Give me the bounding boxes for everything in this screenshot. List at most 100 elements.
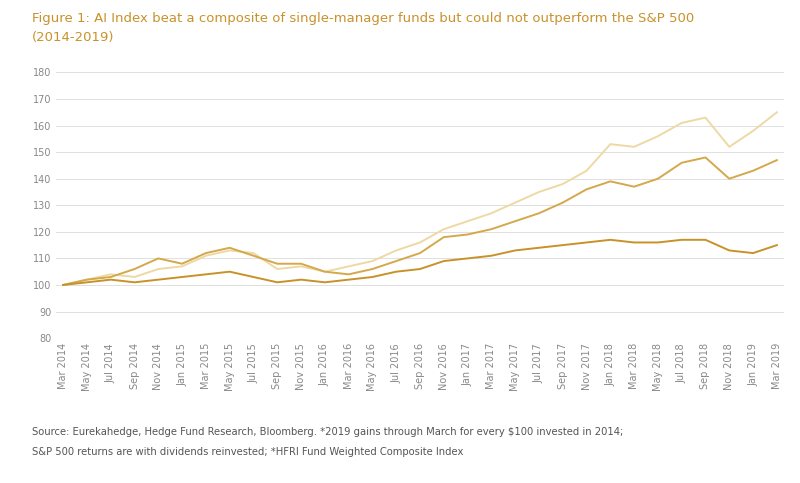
Eurekahedge AI Index [106, 274, 115, 280]
Hedge Fund index* [582, 240, 591, 245]
Hedge Fund index* [82, 279, 92, 285]
Hedge Fund index* [154, 277, 163, 283]
Hedge Fund index* [249, 274, 258, 280]
S & P 500 [130, 274, 139, 280]
Line: S & P 500: S & P 500 [63, 112, 777, 285]
S & P 500 [391, 247, 401, 253]
Eurekahedge AI Index [201, 250, 210, 256]
S & P 500 [58, 282, 68, 288]
Eurekahedge AI Index [748, 168, 758, 173]
S & P 500 [225, 247, 234, 253]
Hedge Fund index* [391, 269, 401, 274]
Hedge Fund index* [701, 237, 710, 242]
Eurekahedge AI Index [249, 253, 258, 259]
S & P 500 [748, 128, 758, 134]
Eurekahedge AI Index [58, 282, 68, 288]
Eurekahedge AI Index [296, 261, 306, 267]
Hedge Fund index* [630, 240, 639, 245]
S & P 500 [201, 253, 210, 259]
Hedge Fund index* [130, 279, 139, 285]
Hedge Fund index* [415, 266, 425, 272]
Eurekahedge AI Index [606, 178, 615, 184]
S & P 500 [677, 120, 686, 126]
Eurekahedge AI Index [130, 266, 139, 272]
S & P 500 [534, 189, 544, 195]
Hedge Fund index* [510, 247, 520, 253]
Eurekahedge AI Index [344, 271, 354, 277]
Hedge Fund index* [106, 277, 115, 283]
Text: Source: Eurekahedge, Hedge Fund Research, Bloomberg. *2019 gains through March f: Source: Eurekahedge, Hedge Fund Research… [32, 427, 623, 438]
Line: Eurekahedge AI Index: Eurekahedge AI Index [63, 157, 777, 285]
S & P 500 [606, 141, 615, 147]
S & P 500 [462, 218, 472, 224]
Eurekahedge AI Index [534, 211, 544, 216]
Eurekahedge AI Index [701, 155, 710, 160]
S & P 500 [653, 133, 662, 139]
Line: Hedge Fund index*: Hedge Fund index* [63, 240, 777, 285]
Eurekahedge AI Index [462, 231, 472, 237]
Eurekahedge AI Index [439, 234, 449, 240]
Hedge Fund index* [273, 279, 282, 285]
Eurekahedge AI Index [368, 266, 378, 272]
S & P 500 [82, 277, 92, 283]
Hedge Fund index* [225, 269, 234, 274]
S & P 500 [415, 240, 425, 245]
Text: S&P 500 returns are with dividends reinvested; *HFRI Fund Weighted Composite Ind: S&P 500 returns are with dividends reinv… [32, 447, 463, 457]
Eurekahedge AI Index [486, 226, 496, 232]
Text: Figure 1: AI Index beat a composite of single-manager funds but could not outper: Figure 1: AI Index beat a composite of s… [32, 12, 694, 25]
Hedge Fund index* [653, 240, 662, 245]
Hedge Fund index* [558, 242, 567, 248]
Hedge Fund index* [534, 245, 544, 251]
Eurekahedge AI Index [82, 277, 92, 283]
Eurekahedge AI Index [582, 186, 591, 192]
S & P 500 [772, 109, 782, 115]
Eurekahedge AI Index [630, 184, 639, 189]
Eurekahedge AI Index [415, 250, 425, 256]
Eurekahedge AI Index [391, 258, 401, 264]
Hedge Fund index* [296, 277, 306, 283]
Hedge Fund index* [178, 274, 187, 280]
S & P 500 [510, 200, 520, 206]
S & P 500 [344, 263, 354, 269]
S & P 500 [439, 226, 449, 232]
S & P 500 [630, 144, 639, 150]
S & P 500 [249, 250, 258, 256]
Hedge Fund index* [462, 256, 472, 261]
Eurekahedge AI Index [558, 200, 567, 206]
S & P 500 [701, 114, 710, 120]
Eurekahedge AI Index [653, 176, 662, 182]
Eurekahedge AI Index [225, 245, 234, 251]
S & P 500 [296, 263, 306, 269]
Hedge Fund index* [320, 279, 330, 285]
S & P 500 [582, 168, 591, 173]
S & P 500 [106, 271, 115, 277]
S & P 500 [368, 258, 378, 264]
Hedge Fund index* [677, 237, 686, 242]
Eurekahedge AI Index [725, 176, 734, 182]
Eurekahedge AI Index [772, 157, 782, 163]
Hedge Fund index* [606, 237, 615, 242]
Hedge Fund index* [439, 258, 449, 264]
S & P 500 [178, 263, 187, 269]
Text: (2014-2019): (2014-2019) [32, 31, 114, 44]
Hedge Fund index* [725, 247, 734, 253]
S & P 500 [320, 269, 330, 274]
Eurekahedge AI Index [273, 261, 282, 267]
Hedge Fund index* [486, 253, 496, 259]
Hedge Fund index* [344, 277, 354, 283]
Hedge Fund index* [368, 274, 378, 280]
S & P 500 [558, 181, 567, 187]
S & P 500 [725, 144, 734, 150]
Hedge Fund index* [201, 271, 210, 277]
Eurekahedge AI Index [510, 218, 520, 224]
S & P 500 [154, 266, 163, 272]
S & P 500 [486, 211, 496, 216]
Eurekahedge AI Index [677, 160, 686, 166]
Hedge Fund index* [772, 242, 782, 248]
S & P 500 [273, 266, 282, 272]
Eurekahedge AI Index [178, 261, 187, 267]
Eurekahedge AI Index [154, 256, 163, 261]
Eurekahedge AI Index [320, 269, 330, 274]
Hedge Fund index* [58, 282, 68, 288]
Hedge Fund index* [748, 250, 758, 256]
